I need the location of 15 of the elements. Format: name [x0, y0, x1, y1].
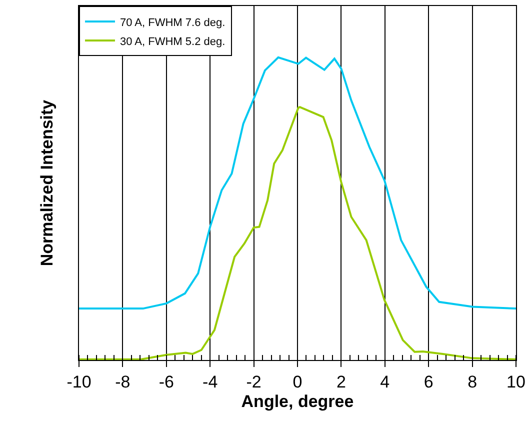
- x-tick-label: -6: [158, 372, 174, 392]
- x-axis-title: Angle, degree: [241, 392, 354, 411]
- x-tick-label: 4: [380, 372, 390, 392]
- x-tick-label: -4: [202, 372, 218, 392]
- x-tick-label: 2: [336, 372, 346, 392]
- x-tick-label: -8: [115, 372, 130, 392]
- x-tick-label: -10: [66, 372, 92, 392]
- x-tick-label: 6: [424, 372, 434, 392]
- x-tick-label: 8: [468, 372, 478, 392]
- legend-label: 70 A, FWHM 7.6 deg.: [120, 16, 226, 29]
- legend-label: 30 A, FWHM 5.2 deg.: [120, 36, 226, 48]
- x-tick-label: -2: [246, 372, 262, 392]
- y-axis-title: Normalized Intensity: [38, 99, 57, 266]
- x-tick-label: 10: [506, 372, 526, 392]
- x-tick-label: 0: [292, 372, 302, 392]
